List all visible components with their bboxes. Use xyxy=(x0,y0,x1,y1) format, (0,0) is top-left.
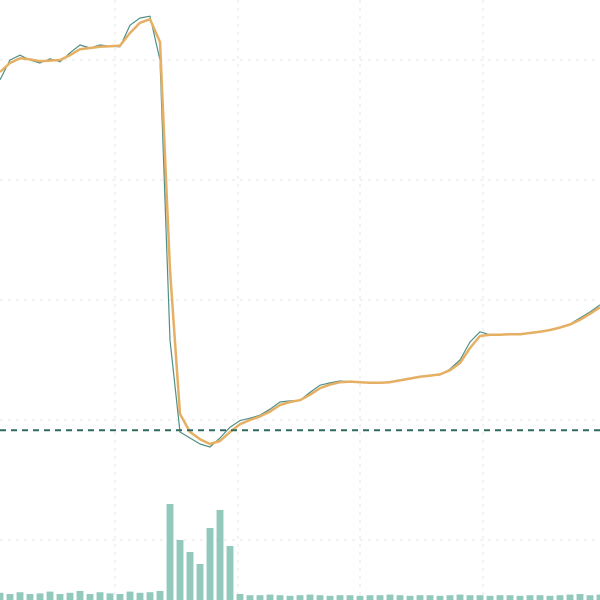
volume-bar xyxy=(326,595,334,600)
volume-bar xyxy=(526,595,534,600)
volume-bar xyxy=(136,592,144,600)
volume-bar xyxy=(96,592,104,600)
volume-bar xyxy=(126,591,134,600)
volume-bar xyxy=(536,595,544,600)
volume-bar xyxy=(506,595,514,600)
volume-bar xyxy=(576,594,584,600)
volume-bar xyxy=(426,595,434,600)
volume-bar xyxy=(586,595,594,600)
volume-bar xyxy=(496,595,504,600)
volume-bar xyxy=(356,595,364,600)
volume-bar xyxy=(0,592,4,600)
volume-bar xyxy=(316,595,324,600)
volume-bar xyxy=(256,595,264,600)
series-line xyxy=(0,15,600,448)
volume-bar xyxy=(186,552,194,600)
volume-bar xyxy=(176,540,184,600)
volume-bar xyxy=(166,504,174,600)
volume-bar xyxy=(226,546,234,600)
volume-bar xyxy=(46,591,54,600)
volume-bar xyxy=(206,528,214,600)
volume-bar xyxy=(276,595,284,600)
series-line xyxy=(0,17,600,446)
volume-bar xyxy=(396,595,404,600)
volume-bar xyxy=(566,594,574,600)
volume-bar xyxy=(296,595,304,600)
volume-bar xyxy=(76,591,84,600)
volume-bar xyxy=(466,595,474,600)
volume-bar xyxy=(156,591,164,600)
volume-bar xyxy=(416,595,424,600)
volume-bar xyxy=(346,595,354,600)
volume-bar xyxy=(486,595,494,600)
volume-bar xyxy=(336,595,344,600)
volume-bar xyxy=(246,595,254,600)
volume-bar xyxy=(26,594,34,600)
volume-bar xyxy=(266,594,274,600)
volume-bar xyxy=(216,510,224,600)
volume-bar xyxy=(106,593,114,600)
volume-bar xyxy=(386,594,394,600)
volume-bar xyxy=(16,592,24,600)
volume-bar xyxy=(376,595,384,600)
volume-bar xyxy=(86,594,94,600)
volume-bar xyxy=(236,594,244,600)
volume-bar xyxy=(366,595,374,600)
volume-bar xyxy=(6,594,14,600)
volume-bar xyxy=(476,595,484,600)
volume-bar xyxy=(436,595,444,600)
volume-bar xyxy=(556,595,564,600)
volume-bar xyxy=(516,595,524,600)
volume-bar xyxy=(36,593,44,600)
volume-bar xyxy=(116,594,124,600)
volume-bar xyxy=(56,594,64,600)
volume-bar xyxy=(446,595,454,600)
volume-bar xyxy=(596,594,600,600)
volume-bar xyxy=(66,592,74,600)
volume-bar xyxy=(546,595,554,600)
volume-bar xyxy=(406,595,414,600)
volume-bar xyxy=(456,594,464,600)
volume-bar xyxy=(306,594,314,600)
volume-bar xyxy=(286,595,294,600)
volume-bar xyxy=(146,592,154,600)
volume-bar xyxy=(196,564,204,600)
